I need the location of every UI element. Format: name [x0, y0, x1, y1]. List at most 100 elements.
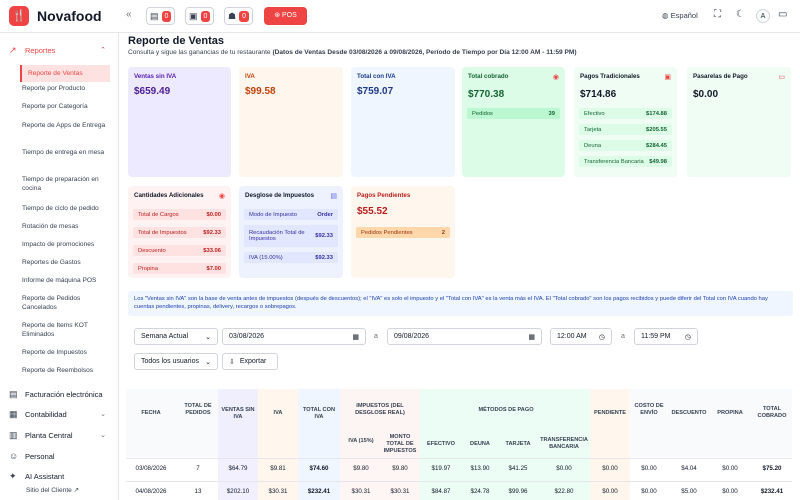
date-to-input[interactable]: 09/08/2026 ▦ — [387, 328, 542, 345]
sidebar-item-kot-eliminados[interactable]: Reporte de Items KOT Eliminados — [22, 322, 88, 338]
table-cell: 7 — [196, 465, 200, 472]
dine-in-orders-button[interactable]: ▤ 0 — [146, 7, 176, 25]
chart-line-icon: ↗ — [9, 45, 17, 55]
users-select[interactable]: Todos los usuarios ⌄ — [134, 353, 218, 370]
table-cell: 13 — [194, 488, 202, 495]
sidebar-section-contabilidad[interactable]: ▦ Contabilidad — [9, 409, 67, 420]
avatar[interactable]: A — [756, 9, 770, 23]
card-pagos-pendientes: Pagos Pendientes $55.52 Pedidos Pendient… — [351, 186, 455, 278]
language-selector[interactable]: ◍ Español — [662, 11, 698, 20]
export-label: Exportar — [239, 358, 267, 365]
th-pendiente: PENDIENTE — [593, 410, 626, 416]
customer-site-link[interactable]: Sitio del Cliente ↗ — [26, 486, 116, 495]
card-label: Total con IVA — [357, 73, 396, 80]
sidebar-item-reporte-apps[interactable]: Reporte de Apps de Entrega — [22, 122, 106, 129]
sidebar-item-pedidos-cancelados[interactable]: Reporte de Pedidos Cancelados — [22, 295, 81, 311]
th-total: TOTAL CON IVA — [302, 407, 335, 420]
sidebar-item-impacto-promociones[interactable]: Impacto de promociones — [22, 241, 95, 248]
table-cell: $22.80 — [554, 488, 574, 495]
calendar-icon: ▦ — [352, 333, 359, 341]
chevron-up-icon[interactable]: ⌃ — [100, 47, 106, 54]
row-label: Descuento — [138, 247, 166, 254]
table-cell: $0.00 — [602, 488, 618, 495]
customer-site-label: Sitio del Cliente — [26, 487, 72, 494]
th-pedidos: TOTAL DE PEDIDOS — [184, 403, 212, 416]
sidebar-item-reporte-reembolsos[interactable]: Reporte de Reembolsos — [22, 367, 94, 374]
date-to-value: 09/08/2026 — [394, 333, 430, 340]
table-cell: $64.79 — [228, 465, 248, 472]
sidebar-section-personal[interactable]: ☺ Personal — [9, 451, 55, 461]
main-content: Reporte de Ventas Consulta y sigue las g… — [119, 33, 800, 500]
row-value: 2 — [441, 229, 445, 236]
time-to-input[interactable]: 11:59 PM ◷ — [634, 328, 698, 345]
sidebar-section-label: Contabilidad — [25, 410, 67, 419]
sidebar-item-reportes-gastos[interactable]: Reportes de Gastos — [22, 259, 81, 266]
sparkle-icon: ✦ — [9, 471, 17, 481]
pos-button[interactable]: ⊛ POS — [264, 7, 307, 25]
chevron-down-icon[interactable]: ⌄ — [100, 411, 106, 418]
time-separator: a — [621, 333, 625, 340]
card-value: $659.49 — [134, 86, 171, 97]
sidebar-item-reporte-impuestos[interactable]: Reporte de Impuestos — [22, 349, 87, 356]
table-cell: $0.00 — [722, 488, 738, 495]
users-value: Todos los usuarios — [141, 358, 199, 365]
collapse-sidebar-icon[interactable]: « — [126, 9, 132, 20]
dark-mode-icon[interactable]: ☾ — [736, 9, 745, 20]
table-cell: $4.04 — [681, 465, 697, 472]
date-from-input[interactable]: 03/08/2026 ▦ — [222, 328, 366, 345]
card-pasarelas-pago: Pasarelas de Pago ▭ $0.00 — [687, 67, 791, 177]
row-label: IVA (15.00%) — [249, 254, 283, 261]
time-from-input[interactable]: 12:00 AM ◷ — [550, 328, 612, 345]
sidebar-item-tiempo-preparacion[interactable]: Tiempo de preparación en cocina — [22, 176, 99, 192]
chevron-down-icon: ⌄ — [205, 358, 211, 366]
sidebar-item-reporte-ventas[interactable]: Reporte de Ventas — [20, 65, 110, 82]
sidebar-section-planta-central[interactable]: ▥ Planta Central — [9, 430, 73, 441]
pending-row: Pedidos Pendientes 2 — [356, 227, 450, 238]
sidebar-section-facturacion[interactable]: ▤ Facturación electrónica — [9, 389, 103, 400]
fullscreen-icon[interactable]: ⛶ — [714, 9, 721, 20]
sidebar-item-reporte-producto[interactable]: Reporte por Producto — [22, 85, 86, 92]
brand-name: Novafood — [37, 8, 102, 24]
amount-row: Propina $7.00 — [133, 263, 226, 274]
row-label: Efectivo — [584, 110, 605, 117]
table-row — [126, 458, 792, 480]
period-select[interactable]: Semana Actual ⌄ — [134, 328, 218, 345]
waiter-orders-button[interactable]: ☗ 0 — [224, 7, 253, 25]
card-iva: IVA $99.58 — [239, 67, 343, 177]
card-cantidades-adicionales: Cantidades Adicionales ◉ Total de Cargos… — [128, 186, 231, 278]
sidebar-section-label: Planta Central — [25, 431, 73, 440]
row-value: $174.88 — [646, 110, 667, 117]
subtitle-date-range: (Datos de Ventas Desde 03/08/2026 a 09/0… — [272, 49, 577, 56]
table-cell: $0.00 — [641, 488, 657, 495]
amount-row: Total de Impuestos $92.33 — [133, 227, 226, 238]
pos-label: POS — [282, 12, 297, 19]
row-label: Deuna — [584, 142, 602, 149]
card-label: Total cobrado — [468, 73, 509, 80]
clock-icon: ◷ — [598, 333, 605, 341]
sidebar-section-ai-assistant[interactable]: ✦ AI Assistant — [9, 471, 64, 482]
table-cell: $19.97 — [431, 465, 451, 472]
table-cell: $0.00 — [641, 465, 657, 472]
page-title: Reporte de Ventas — [128, 35, 224, 47]
delivery-icon: ▣ — [189, 10, 198, 21]
delivery-orders-button[interactable]: ▣ 0 — [185, 7, 215, 25]
calendar-icon: ▦ — [528, 333, 535, 341]
table-cell: $9.81 — [270, 465, 286, 472]
sidebar-item-tiempo-ciclo[interactable]: Tiempo de ciclo de pedido — [22, 205, 99, 212]
sidebar-item-informe-pos[interactable]: Informe de máquina POS — [22, 277, 97, 284]
sidebar-item-tiempo-entrega[interactable]: Tiempo de entrega en mesa — [22, 149, 105, 156]
sidebar-item-reporte-categoria[interactable]: Reporte por Categoría — [22, 103, 88, 110]
card-value: $714.86 — [580, 89, 617, 100]
row-value: $49.98 — [649, 158, 667, 165]
table-cell: $30.31 — [268, 488, 288, 495]
chevron-down-icon[interactable]: ⌄ — [100, 432, 106, 439]
sidebar-item-rotacion-mesas[interactable]: Rotación de mesas — [22, 223, 79, 230]
sidebar-section-reportes[interactable]: ↗ Reportes — [9, 45, 55, 56]
th-cobrado: TOTAL COBRADO — [757, 406, 787, 419]
table-cell: $24.78 — [470, 488, 490, 495]
export-button[interactable]: ⇩ Exportar — [222, 353, 278, 370]
monitor-icon[interactable]: ▭ — [778, 9, 788, 20]
table-cell: $74.60 — [309, 465, 329, 472]
card-label: Pagos Tradicionales — [580, 73, 640, 80]
table-cell: $0.00 — [722, 465, 738, 472]
